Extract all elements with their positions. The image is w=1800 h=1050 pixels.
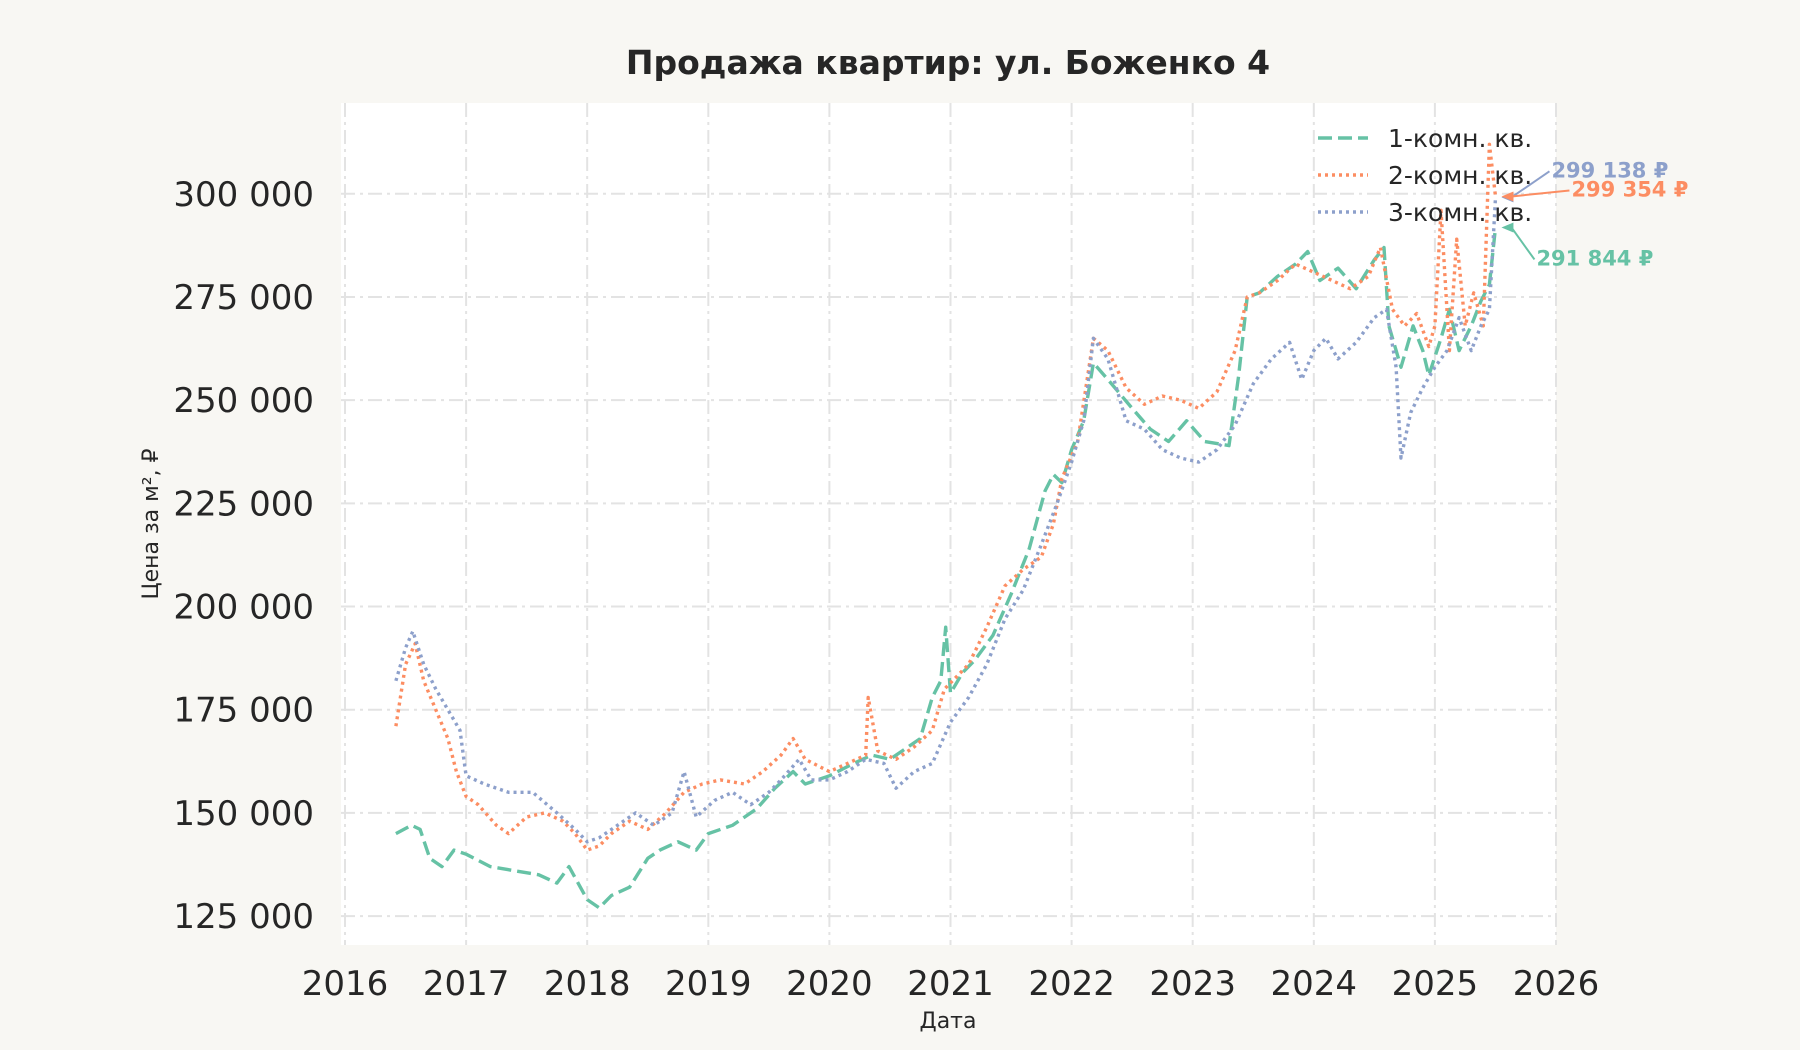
x-tick-label: 2017 xyxy=(423,964,510,1004)
y-tick-label: 275 000 xyxy=(173,278,314,318)
legend: 1-комн. кв. 2-комн. кв. 3-комн. кв. xyxy=(1318,124,1532,227)
annotation-arrow xyxy=(1510,226,1536,261)
x-tick-label: 2020 xyxy=(786,964,873,1004)
annotations: 299 138 ₽299 354 ₽ 291 844 ₽ xyxy=(1501,158,1688,270)
annotation-label: 299 138 ₽ xyxy=(1551,158,1668,182)
legend-label: 2-комн. кв. xyxy=(1388,161,1532,190)
annotation-label: 291 844 ₽ xyxy=(1536,246,1653,270)
y-tick-label: 175 000 xyxy=(173,691,314,731)
annotation-arrowhead xyxy=(1501,191,1514,202)
x-tick-label: 2024 xyxy=(1271,964,1358,1004)
annotation-arrowhead xyxy=(1501,222,1514,233)
x-tick-label: 2016 xyxy=(302,964,389,1004)
grid xyxy=(341,103,1557,945)
x-tick-label: 2018 xyxy=(544,964,631,1004)
y-tick-label: 225 000 xyxy=(173,484,314,524)
x-tick-label: 2025 xyxy=(1392,964,1479,1004)
x-tick-label: 2022 xyxy=(1028,964,1115,1004)
series-layer xyxy=(394,142,1498,910)
chart-title: Продажа квартир: ул. Боженко 4 xyxy=(626,43,1270,82)
x-axis-label: Дата xyxy=(920,1009,977,1034)
y-axis-ticks: 125 000 150 000 175 000 200 000 225 000 250 0… xyxy=(173,175,314,937)
x-axis-ticks: 2016 2017 2018 2019 2020 2021 2022 2023 2024 2025… xyxy=(302,964,1600,1004)
x-tick-label: 2019 xyxy=(665,964,752,1004)
y-tick-label: 300 000 xyxy=(173,175,314,215)
y-tick-label: 200 000 xyxy=(173,588,314,628)
legend-label: 3-комн. кв. xyxy=(1388,198,1532,227)
y-axis-label: Цена за м², ₽ xyxy=(139,448,164,599)
series-line-3 xyxy=(394,197,1498,844)
annotation-arrow xyxy=(1510,170,1551,199)
x-tick-label: 2021 xyxy=(907,964,994,1004)
annotation-label: 299 354 ₽ xyxy=(1571,177,1688,201)
legend-label: 1-комн. кв. xyxy=(1388,124,1532,153)
plot-area xyxy=(341,103,1556,945)
x-tick-label: 2023 xyxy=(1149,964,1236,1004)
x-tick-label: 2026 xyxy=(1513,964,1600,1004)
annotation-arrow xyxy=(1511,189,1570,198)
series-line-1 xyxy=(395,227,1498,910)
y-tick-label: 125 000 xyxy=(173,897,314,937)
y-tick-label: 150 000 xyxy=(173,794,314,834)
y-tick-label: 250 000 xyxy=(173,381,314,421)
